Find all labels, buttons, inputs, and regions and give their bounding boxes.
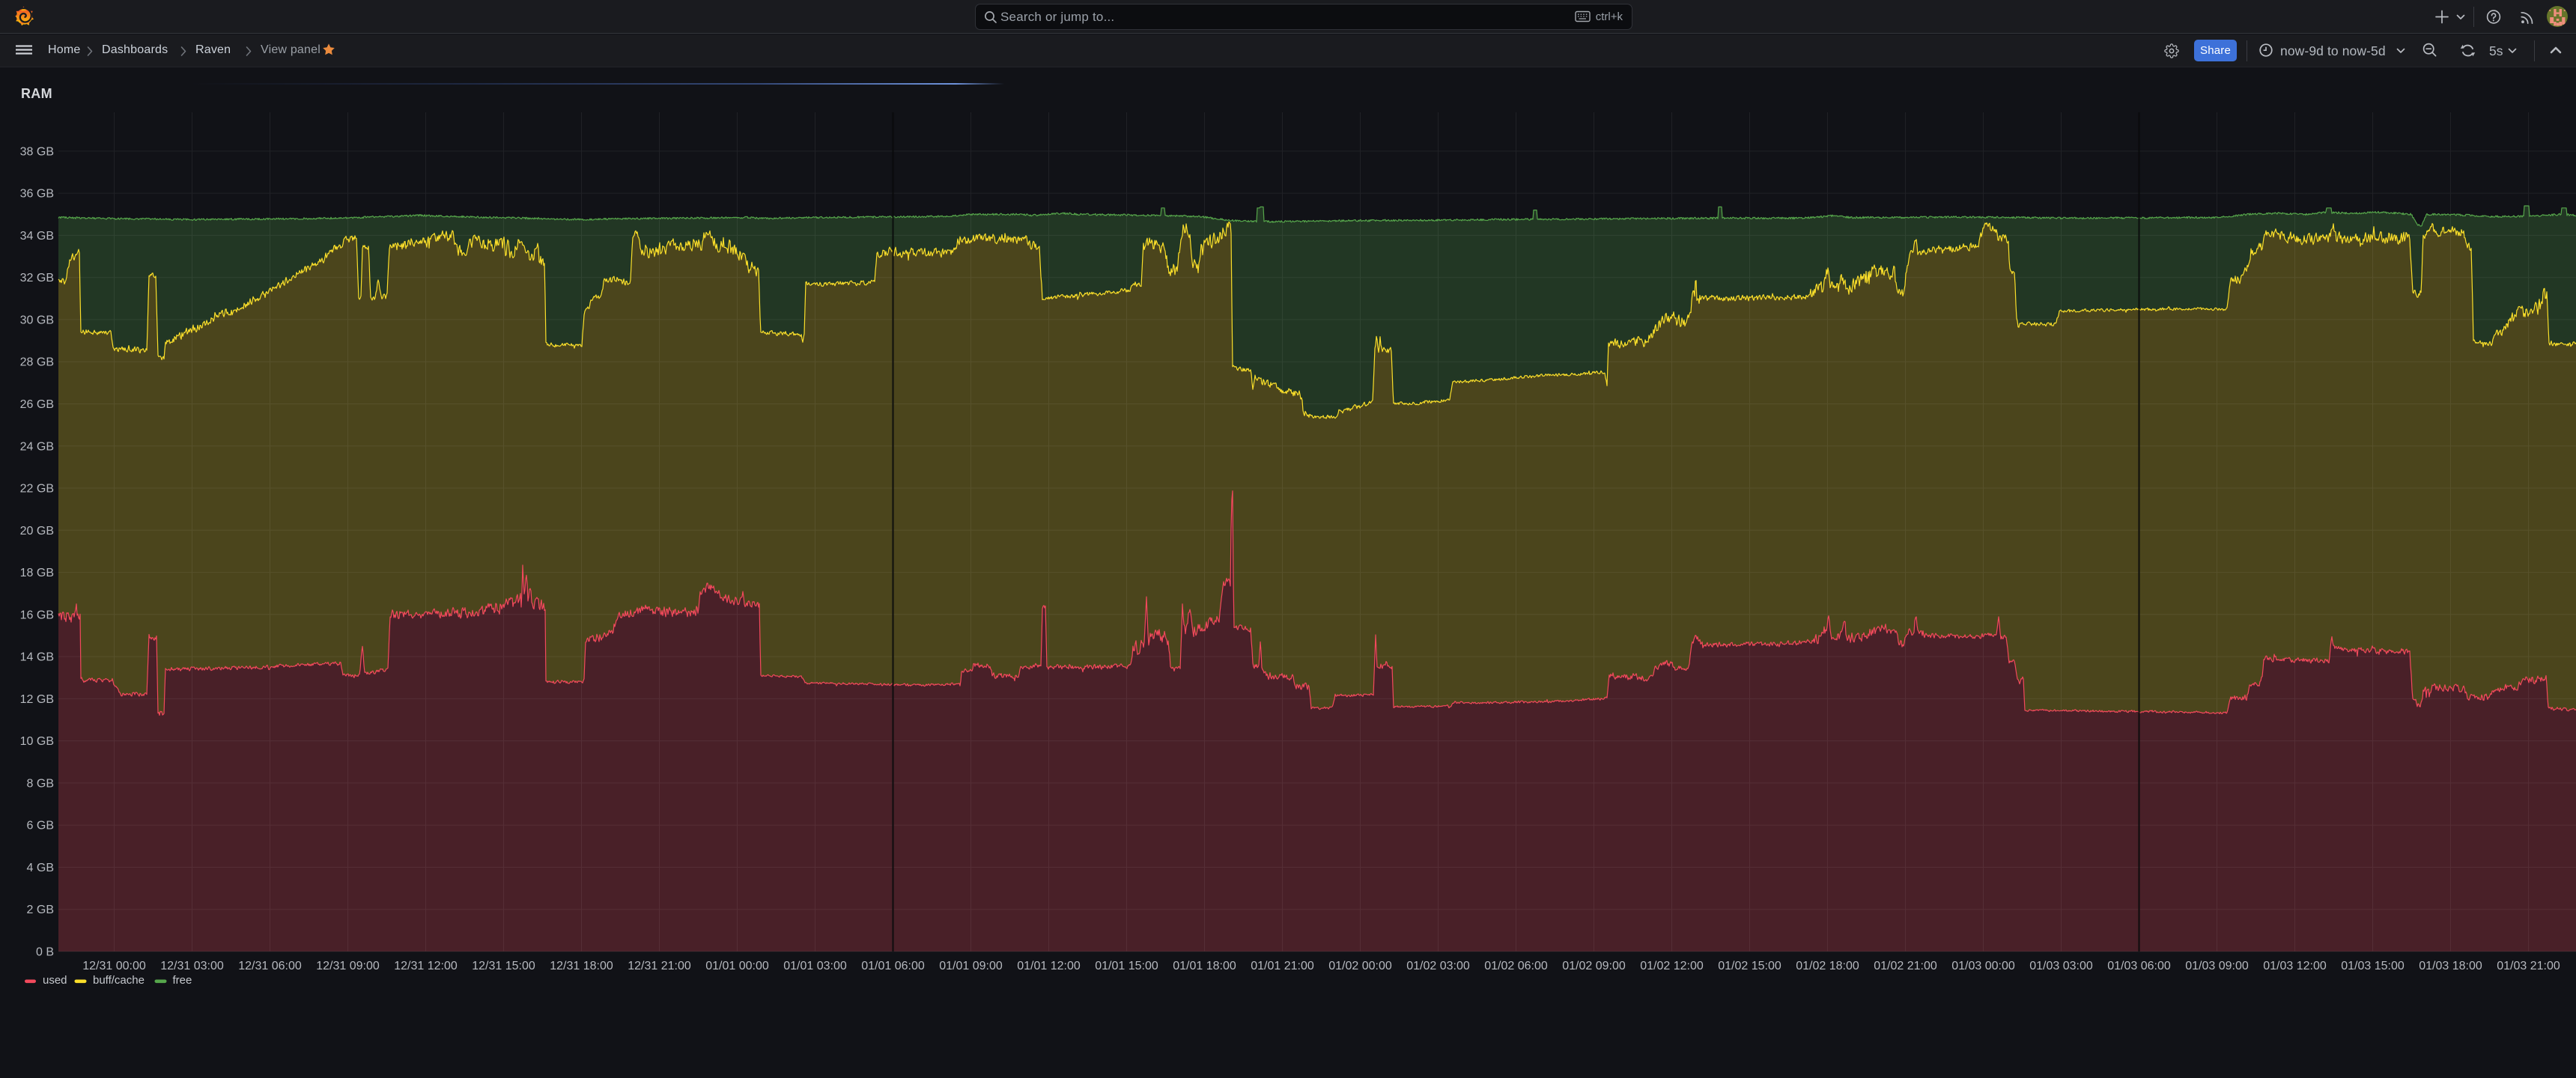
svg-text:01/03 03:00: 01/03 03:00 bbox=[2029, 960, 2093, 972]
svg-text:01/02 15:00: 01/02 15:00 bbox=[1718, 960, 1781, 972]
svg-text:24 GB: 24 GB bbox=[20, 440, 54, 453]
svg-text:12 GB: 12 GB bbox=[20, 693, 54, 706]
svg-text:used: used bbox=[43, 974, 67, 987]
svg-text:01/02 18:00: 01/02 18:00 bbox=[1796, 960, 1859, 972]
svg-text:6 GB: 6 GB bbox=[27, 820, 54, 832]
svg-text:12/31 06:00: 12/31 06:00 bbox=[238, 960, 302, 972]
svg-text:30 GB: 30 GB bbox=[20, 314, 54, 326]
svg-text:36 GB: 36 GB bbox=[20, 188, 54, 201]
svg-text:01/03 09:00: 01/03 09:00 bbox=[2185, 960, 2249, 972]
svg-text:34 GB: 34 GB bbox=[20, 230, 54, 243]
svg-text:01/01 03:00: 01/01 03:00 bbox=[783, 960, 847, 972]
svg-text:01/02 12:00: 01/02 12:00 bbox=[1640, 960, 1704, 972]
svg-text:12/31 03:00: 12/31 03:00 bbox=[160, 960, 224, 972]
svg-text:12/31 12:00: 12/31 12:00 bbox=[394, 960, 458, 972]
svg-text:01/03 15:00: 01/03 15:00 bbox=[2341, 960, 2405, 972]
svg-text:12/31 21:00: 12/31 21:00 bbox=[628, 960, 691, 972]
svg-text:20 GB: 20 GB bbox=[20, 525, 54, 538]
svg-text:01/01 12:00: 01/01 12:00 bbox=[1017, 960, 1081, 972]
svg-text:8 GB: 8 GB bbox=[27, 777, 54, 790]
svg-text:32 GB: 32 GB bbox=[20, 272, 54, 284]
svg-text:01/03 12:00: 01/03 12:00 bbox=[2263, 960, 2327, 972]
svg-text:12/31 18:00: 12/31 18:00 bbox=[550, 960, 613, 972]
svg-text:2 GB: 2 GB bbox=[27, 904, 54, 916]
svg-text:free: free bbox=[173, 974, 192, 987]
svg-text:28 GB: 28 GB bbox=[20, 356, 54, 369]
svg-text:01/02 06:00: 01/02 06:00 bbox=[1484, 960, 1548, 972]
svg-text:22 GB: 22 GB bbox=[20, 483, 54, 496]
svg-text:12/31 09:00: 12/31 09:00 bbox=[316, 960, 380, 972]
svg-text:01/03 18:00: 01/03 18:00 bbox=[2419, 960, 2482, 972]
svg-text:01/02 09:00: 01/02 09:00 bbox=[1562, 960, 1626, 972]
svg-text:14 GB: 14 GB bbox=[20, 651, 54, 664]
svg-text:38 GB: 38 GB bbox=[20, 145, 54, 158]
svg-text:01/03 21:00: 01/03 21:00 bbox=[2497, 960, 2560, 972]
svg-text:01/02 00:00: 01/02 00:00 bbox=[1328, 960, 1392, 972]
svg-text:01/01 18:00: 01/01 18:00 bbox=[1173, 960, 1236, 972]
svg-text:01/01 06:00: 01/01 06:00 bbox=[861, 960, 925, 972]
svg-text:01/03 06:00: 01/03 06:00 bbox=[2107, 960, 2171, 972]
svg-text:01/02 03:00: 01/02 03:00 bbox=[1406, 960, 1470, 972]
svg-text:18 GB: 18 GB bbox=[20, 567, 54, 579]
svg-text:12/31 15:00: 12/31 15:00 bbox=[472, 960, 535, 972]
svg-text:4 GB: 4 GB bbox=[27, 862, 54, 874]
svg-text:0 B: 0 B bbox=[36, 946, 54, 959]
svg-text:01/03 00:00: 01/03 00:00 bbox=[1951, 960, 2015, 972]
svg-text:buff/cache: buff/cache bbox=[93, 974, 145, 987]
svg-text:01/02 21:00: 01/02 21:00 bbox=[1874, 960, 1937, 972]
svg-text:01/01 15:00: 01/01 15:00 bbox=[1095, 960, 1158, 972]
svg-text:10 GB: 10 GB bbox=[20, 735, 54, 748]
svg-text:01/01 09:00: 01/01 09:00 bbox=[939, 960, 1003, 972]
svg-text:01/01 00:00: 01/01 00:00 bbox=[705, 960, 769, 972]
svg-text:26 GB: 26 GB bbox=[20, 398, 54, 411]
svg-text:12/31 00:00: 12/31 00:00 bbox=[82, 960, 146, 972]
svg-text:01/01 21:00: 01/01 21:00 bbox=[1251, 960, 1314, 972]
svg-text:16 GB: 16 GB bbox=[20, 609, 54, 621]
